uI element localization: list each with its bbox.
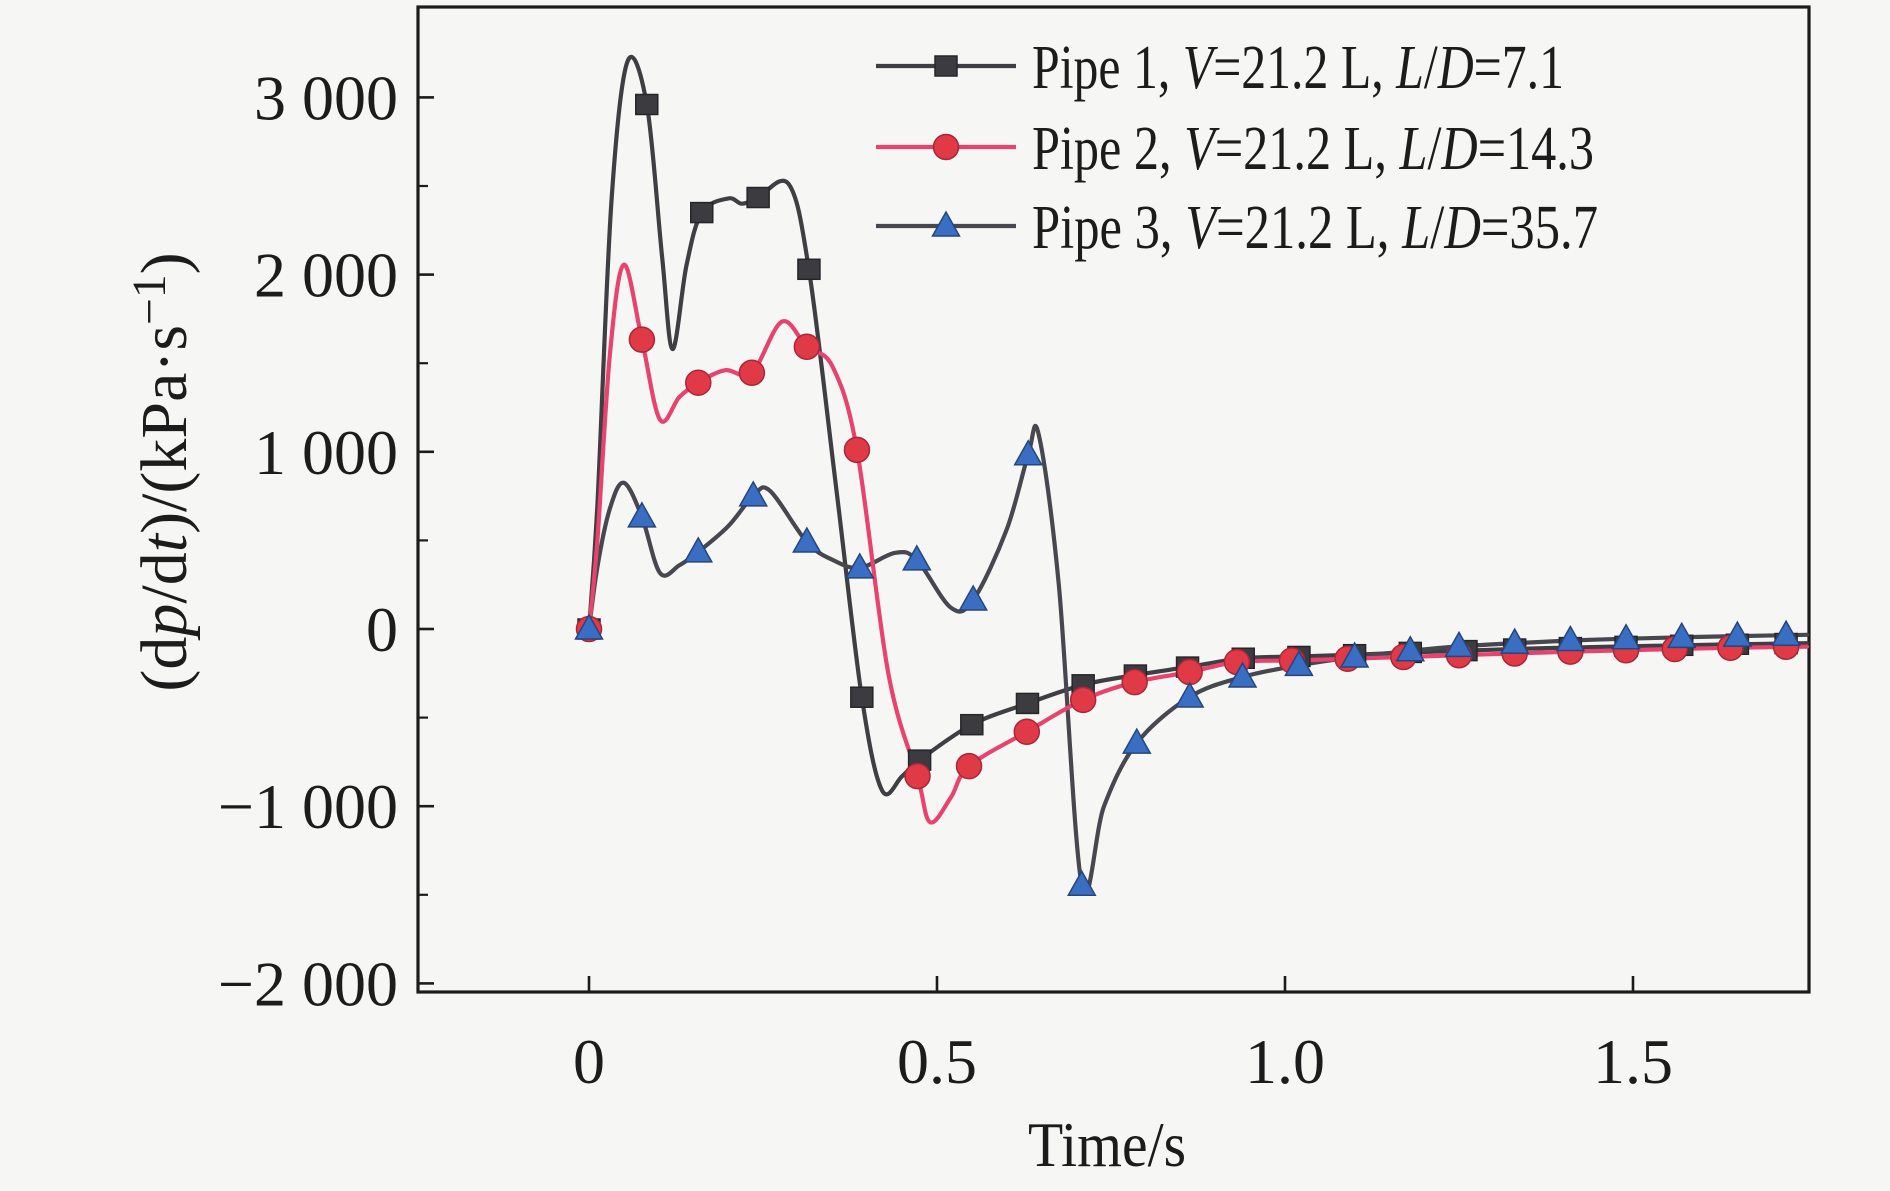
y-tick-label: −1 000 — [218, 771, 398, 842]
pipe3-marker — [1121, 727, 1152, 754]
pipe3-marker — [1284, 649, 1314, 677]
pipe1-marker — [960, 713, 984, 736]
pipe1-marker — [797, 258, 821, 281]
pipe1-marker — [690, 201, 714, 224]
pipe1-marker — [635, 93, 659, 116]
pipe3-marker — [844, 552, 875, 579]
pipe3-marker — [1499, 627, 1530, 654]
pipe3-marker — [1066, 869, 1097, 896]
y-tick-label: 2 000 — [254, 240, 398, 311]
x-tick-label: 0 — [573, 1026, 605, 1097]
pipe2-marker — [1176, 658, 1203, 686]
pipe3-marker — [1611, 623, 1641, 650]
pipe3-marker — [792, 526, 822, 553]
pipe3-marker — [627, 501, 657, 528]
x-tick-label: 1.5 — [1593, 1026, 1673, 1097]
pipe2-marker — [628, 326, 656, 353]
pipe2-marker — [955, 752, 983, 780]
pipe3-marker — [1771, 619, 1801, 646]
pipe3-marker — [1666, 621, 1697, 649]
pipe1-marker — [746, 186, 770, 209]
pipe3-marker — [738, 480, 769, 507]
pipe3-marker — [958, 584, 988, 611]
series-line-pipe2 — [586, 262, 1810, 825]
pipe2-marker — [843, 436, 871, 464]
legend-marker-pipe1 — [934, 55, 958, 77]
pipe3-marker — [1555, 624, 1586, 652]
pipe3-marker — [1013, 439, 1043, 466]
y-tick-label: −2 000 — [218, 948, 398, 1019]
legend-marker-pipe3 — [931, 210, 961, 237]
pipe1-marker — [1015, 692, 1040, 715]
pipe2-marker — [793, 333, 821, 360]
pipe2-marker — [685, 369, 712, 396]
pipe3-marker — [1722, 620, 1753, 647]
pipe3-marker — [1339, 641, 1370, 668]
x-tick-label: 1.0 — [1245, 1026, 1325, 1097]
legend-label-pipe3: Pipe 3, V=21.2 L, L/D=35.7 — [1032, 194, 1598, 262]
pipe1-marker — [850, 686, 874, 708]
pipe2-marker — [904, 762, 931, 790]
pipe2-marker — [1013, 718, 1041, 746]
pipe3-marker — [574, 613, 604, 640]
y-tick-label: 3 000 — [254, 62, 398, 133]
pipe3-marker — [1227, 661, 1258, 688]
plot-frame — [416, 5, 1811, 994]
x-tick-label: 0.5 — [897, 1026, 977, 1097]
y-tick-label: 0 — [366, 594, 398, 665]
x-axis-title: Time/s — [1028, 1109, 1186, 1180]
pipe2-marker — [1069, 686, 1097, 714]
pipe2-marker — [1121, 668, 1148, 696]
legend-label-pipe2: Pipe 2, V=21.2 L, L/D=14.3 — [1032, 115, 1594, 183]
pipe3-marker — [683, 536, 714, 563]
pipe3-marker — [1444, 630, 1474, 658]
legend-label-pipe1: Pipe 1, V=21.2 L, L/D=7.1 — [1032, 34, 1564, 102]
pipe3-marker — [1395, 635, 1426, 662]
pipe3-marker — [902, 544, 932, 571]
y-tick-label: 1 000 — [254, 417, 398, 488]
y-axis-title: (dp/dt)/(kPa·s−1) — [124, 252, 201, 691]
pipe2-marker — [738, 359, 766, 387]
legend-marker-pipe2 — [932, 133, 960, 161]
pipe3-marker — [1174, 681, 1205, 708]
